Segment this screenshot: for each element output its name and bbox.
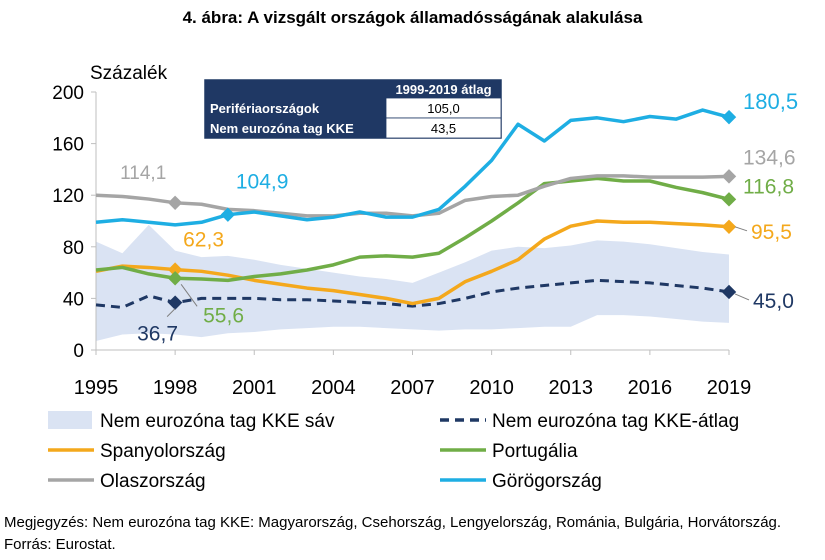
chart-title: 4. ábra: A vizsgált országok államadóssá… xyxy=(182,8,643,27)
x-tick-label: 1998 xyxy=(153,377,198,399)
inset-table-row-label: Nem eurozóna tag KKE xyxy=(210,121,354,136)
x-tick-label: 2016 xyxy=(628,377,673,399)
value-marker xyxy=(721,169,737,184)
inset-table-header-bg xyxy=(205,80,501,98)
value-label: 62,3 xyxy=(183,229,224,252)
series-line-spanyolorsz-g xyxy=(95,219,730,306)
value-marker xyxy=(721,284,737,300)
value-marker xyxy=(721,219,737,235)
inset-table-row-label: Perifériaországok xyxy=(210,101,320,116)
value-marker xyxy=(721,192,737,207)
y-tick-label: 0 xyxy=(73,341,84,362)
inset-table-row-value: 43,5 xyxy=(431,121,456,136)
value-label: 55,6 xyxy=(203,304,244,327)
legend-swatch-band xyxy=(48,411,92,429)
legend-label: Görögország xyxy=(492,471,602,492)
y-tick-label: 200 xyxy=(52,83,84,104)
legend-label: Nem eurozóna tag KKE-átlag xyxy=(492,411,739,432)
inset-table-value-cell xyxy=(385,117,502,139)
y-tick-label: 40 xyxy=(63,289,84,310)
value-marker xyxy=(721,109,737,125)
y-tick-label: 160 xyxy=(52,135,84,156)
value-label: 45,0 xyxy=(753,290,794,313)
x-tick-label: 1995 xyxy=(74,377,119,399)
series-line-nem-euroz-na-tag-kke-tlag xyxy=(95,278,730,309)
value-marker xyxy=(167,271,183,286)
debt-line-chart: 0 40 80 120 160 200 1995 1998 2001 2004 2007 2010 20… xyxy=(48,63,798,492)
inset-table-label-bg xyxy=(205,98,386,118)
leader-line xyxy=(180,283,198,307)
leader-line xyxy=(166,308,176,318)
legend-label: Spanyolország xyxy=(100,441,226,462)
value-label: 104,9 xyxy=(236,171,289,194)
value-label: 36,7 xyxy=(137,323,178,346)
chart-note: Megjegyzés: Nem eurozóna tag KKE: Magyar… xyxy=(4,514,782,553)
legend-label: Portugália xyxy=(492,441,578,462)
x-tick-label: 2013 xyxy=(549,377,594,399)
y-tick-label: 80 xyxy=(63,238,84,259)
value-label: 180,5 xyxy=(743,89,798,114)
inset-table-label-bg xyxy=(205,118,386,138)
x-tick-label: 2007 xyxy=(390,377,435,399)
y-axis-title: Százalék xyxy=(90,63,168,84)
legend-label: Nem eurozóna tag KKE sáv xyxy=(100,411,335,432)
band-area xyxy=(96,224,729,341)
x-tick-label: 2004 xyxy=(311,377,356,399)
value-label: 134,6 xyxy=(743,146,796,169)
value-marker xyxy=(167,195,183,211)
value-label: 114,1 xyxy=(120,163,166,184)
series-line-g-r-gorsz-g xyxy=(95,108,730,227)
inset-table-row-value: 105,0 xyxy=(427,101,460,116)
leader-line xyxy=(734,293,750,301)
legend-label: Olaszország xyxy=(100,471,206,492)
y-tick-label: 120 xyxy=(52,186,84,207)
value-marker xyxy=(220,207,236,222)
inset-table-header: 1999-2019 átlag xyxy=(395,82,491,97)
x-tick-label: 2010 xyxy=(469,377,514,399)
x-tick-label: 2001 xyxy=(232,377,277,399)
value-label: 95,5 xyxy=(751,221,792,244)
series-line-portug-lia xyxy=(95,176,730,283)
x-tick-label: 2019 xyxy=(707,377,752,399)
leader-line xyxy=(734,226,748,232)
value-label: 116,8 xyxy=(743,175,794,198)
